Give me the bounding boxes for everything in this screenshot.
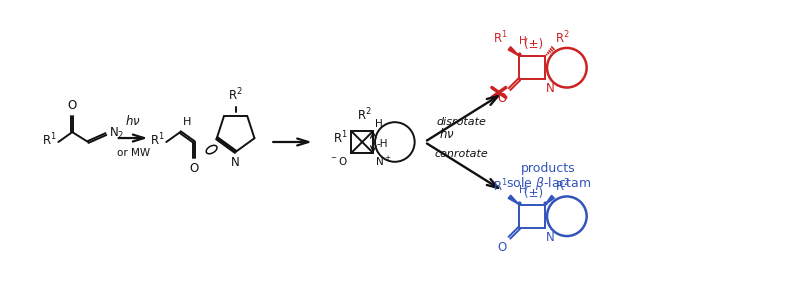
Text: N: N [231,156,240,169]
Text: N: N [546,231,555,244]
Text: sole $\beta$-lactam: sole $\beta$-lactam [506,175,591,192]
Text: N: N [546,82,555,95]
Text: R$^2$: R$^2$ [555,178,570,195]
Text: H: H [519,185,527,195]
Text: R$^1$: R$^1$ [333,130,347,146]
Text: or MW: or MW [117,148,150,158]
Text: R$^1$: R$^1$ [42,132,57,148]
Text: (±): (±) [524,187,543,200]
Text: H: H [519,36,527,46]
Polygon shape [545,195,554,205]
Text: N$_2$: N$_2$ [109,126,124,141]
Polygon shape [508,195,519,205]
Text: disrotate: disrotate [436,117,486,127]
Text: H: H [375,119,382,129]
Text: O: O [497,241,506,254]
Text: $^-$O: $^-$O [330,155,348,167]
Text: R$^2$: R$^2$ [228,87,243,103]
Text: N$^+$: N$^+$ [375,155,392,168]
Text: H: H [183,117,191,127]
Text: R$^1$: R$^1$ [493,30,507,46]
Text: R$^1$: R$^1$ [493,178,507,195]
Text: R$^2$: R$^2$ [357,107,372,123]
Text: $h\nu$: $h\nu$ [126,114,141,128]
Text: -H: -H [376,139,387,149]
Text: O: O [497,92,506,105]
Text: R$^1$: R$^1$ [150,132,164,148]
Text: (±): (±) [524,38,543,51]
Polygon shape [508,47,519,56]
Text: conrotate: conrotate [434,149,488,159]
Text: R$^2$: R$^2$ [555,30,570,46]
Text: $h\nu$: $h\nu$ [439,127,455,141]
Text: O: O [68,99,77,112]
Text: products: products [521,162,576,175]
Text: O: O [190,162,198,175]
